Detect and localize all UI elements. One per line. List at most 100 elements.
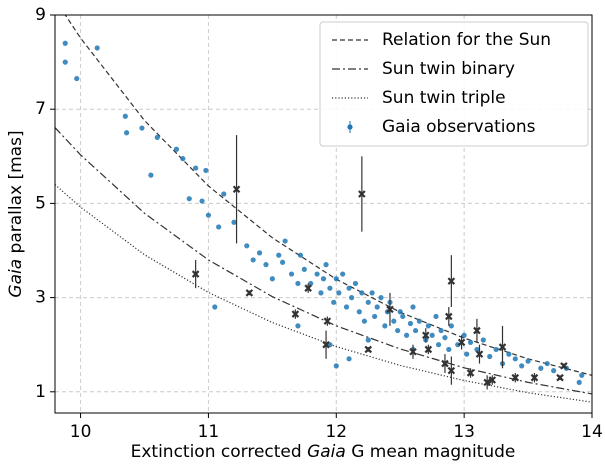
legend-label: Sun twin binary bbox=[382, 59, 515, 79]
observation-point bbox=[544, 360, 550, 367]
observation-point bbox=[525, 358, 531, 364]
observation-point bbox=[538, 365, 544, 371]
observation-point bbox=[327, 285, 333, 291]
observation-point bbox=[429, 332, 435, 338]
observation-point bbox=[333, 363, 339, 369]
observation-point bbox=[301, 266, 307, 272]
binary-marker bbox=[291, 310, 300, 318]
binary-marker bbox=[498, 343, 507, 351]
observation-point bbox=[297, 252, 304, 258]
observation-point bbox=[94, 45, 100, 51]
observation-point bbox=[279, 259, 286, 265]
binary-marker bbox=[556, 373, 564, 382]
observation-point bbox=[412, 327, 419, 334]
observation-point bbox=[467, 339, 474, 345]
legend-label: Gaia observations bbox=[382, 117, 536, 137]
binary-marker bbox=[364, 345, 373, 354]
observation-point bbox=[148, 172, 154, 178]
binary-marker bbox=[483, 378, 491, 387]
observation-point bbox=[74, 75, 80, 82]
binary-marker bbox=[409, 347, 417, 356]
x-axis-label: Extinction corrected Gaia G mean magnitu… bbox=[131, 442, 516, 462]
observation-point bbox=[464, 351, 470, 357]
binary-marker bbox=[245, 289, 254, 297]
observation-point bbox=[276, 252, 282, 258]
observation-point bbox=[506, 351, 512, 357]
legend-box bbox=[319, 21, 589, 147]
y-label-part: Gaia bbox=[6, 259, 26, 298]
binary-marker bbox=[560, 362, 568, 370]
binary-marker bbox=[322, 340, 330, 349]
y-tick-label: 5 bbox=[35, 193, 46, 213]
observation-point bbox=[493, 346, 499, 353]
observation-point bbox=[331, 299, 337, 305]
observation-point bbox=[361, 318, 368, 324]
observation-point bbox=[438, 327, 444, 334]
legend-swatch bbox=[347, 124, 353, 130]
observation-point bbox=[349, 295, 355, 301]
x-tick-label: 12 bbox=[325, 422, 347, 442]
binary-marker bbox=[232, 185, 241, 194]
observation-point bbox=[173, 146, 180, 152]
observation-point bbox=[231, 219, 237, 225]
binary-marker bbox=[445, 312, 453, 321]
binary-marker bbox=[475, 350, 484, 358]
observation-point bbox=[425, 323, 431, 329]
observation-point bbox=[404, 332, 410, 338]
observation-point bbox=[391, 318, 397, 324]
binary-marker bbox=[191, 270, 200, 278]
observation-point bbox=[343, 304, 350, 310]
y-label-part: parallax [mas] bbox=[6, 130, 26, 258]
observation-point bbox=[446, 346, 452, 353]
binary-marker bbox=[473, 326, 481, 335]
observation-point bbox=[320, 276, 327, 282]
observation-point bbox=[336, 290, 342, 296]
observation-point bbox=[356, 309, 362, 315]
binary-marker bbox=[358, 190, 366, 198]
observation-point bbox=[352, 280, 359, 287]
binary-marker bbox=[447, 366, 456, 375]
observation-point bbox=[410, 304, 416, 310]
observation-point bbox=[400, 313, 406, 320]
binary-marker bbox=[530, 373, 539, 382]
observation-point bbox=[122, 113, 128, 119]
y-tick-label: 7 bbox=[35, 99, 46, 119]
x-label-part: Gaia bbox=[307, 442, 346, 462]
observation-point bbox=[461, 332, 467, 338]
observation-point bbox=[256, 250, 263, 256]
observation-point bbox=[433, 313, 439, 320]
x-tick-label: 10 bbox=[70, 422, 92, 442]
observation-point bbox=[250, 257, 256, 263]
observation-point bbox=[374, 304, 380, 310]
observation-point bbox=[221, 191, 227, 197]
binary-marker bbox=[304, 284, 312, 292]
observation-point bbox=[365, 299, 371, 305]
observation-point bbox=[203, 167, 209, 174]
observation-point bbox=[340, 271, 346, 277]
x-label-part: Extinction corrected bbox=[131, 442, 307, 462]
observation-point bbox=[407, 320, 414, 327]
observation-point bbox=[359, 290, 365, 296]
binary-marker bbox=[457, 338, 466, 347]
binary-marker bbox=[511, 373, 520, 382]
observation-point bbox=[551, 368, 557, 374]
observation-point bbox=[365, 337, 371, 343]
observation-point bbox=[397, 309, 403, 315]
observation-point bbox=[314, 271, 320, 277]
observation-point bbox=[372, 313, 378, 320]
observation-point bbox=[180, 156, 186, 162]
observation-point bbox=[318, 290, 324, 296]
observation-point bbox=[416, 318, 422, 324]
curve bbox=[55, 127, 592, 395]
observation-point bbox=[205, 212, 212, 218]
observation-point bbox=[579, 372, 585, 378]
observation-point bbox=[269, 276, 275, 282]
y-tick-label: 9 bbox=[35, 5, 46, 25]
observation-point bbox=[282, 238, 288, 244]
observation-point bbox=[244, 243, 250, 249]
x-label-part: G mean magnitude bbox=[346, 442, 516, 462]
observation-point bbox=[435, 342, 442, 348]
observation-point bbox=[346, 356, 352, 362]
observation-point bbox=[487, 353, 493, 360]
